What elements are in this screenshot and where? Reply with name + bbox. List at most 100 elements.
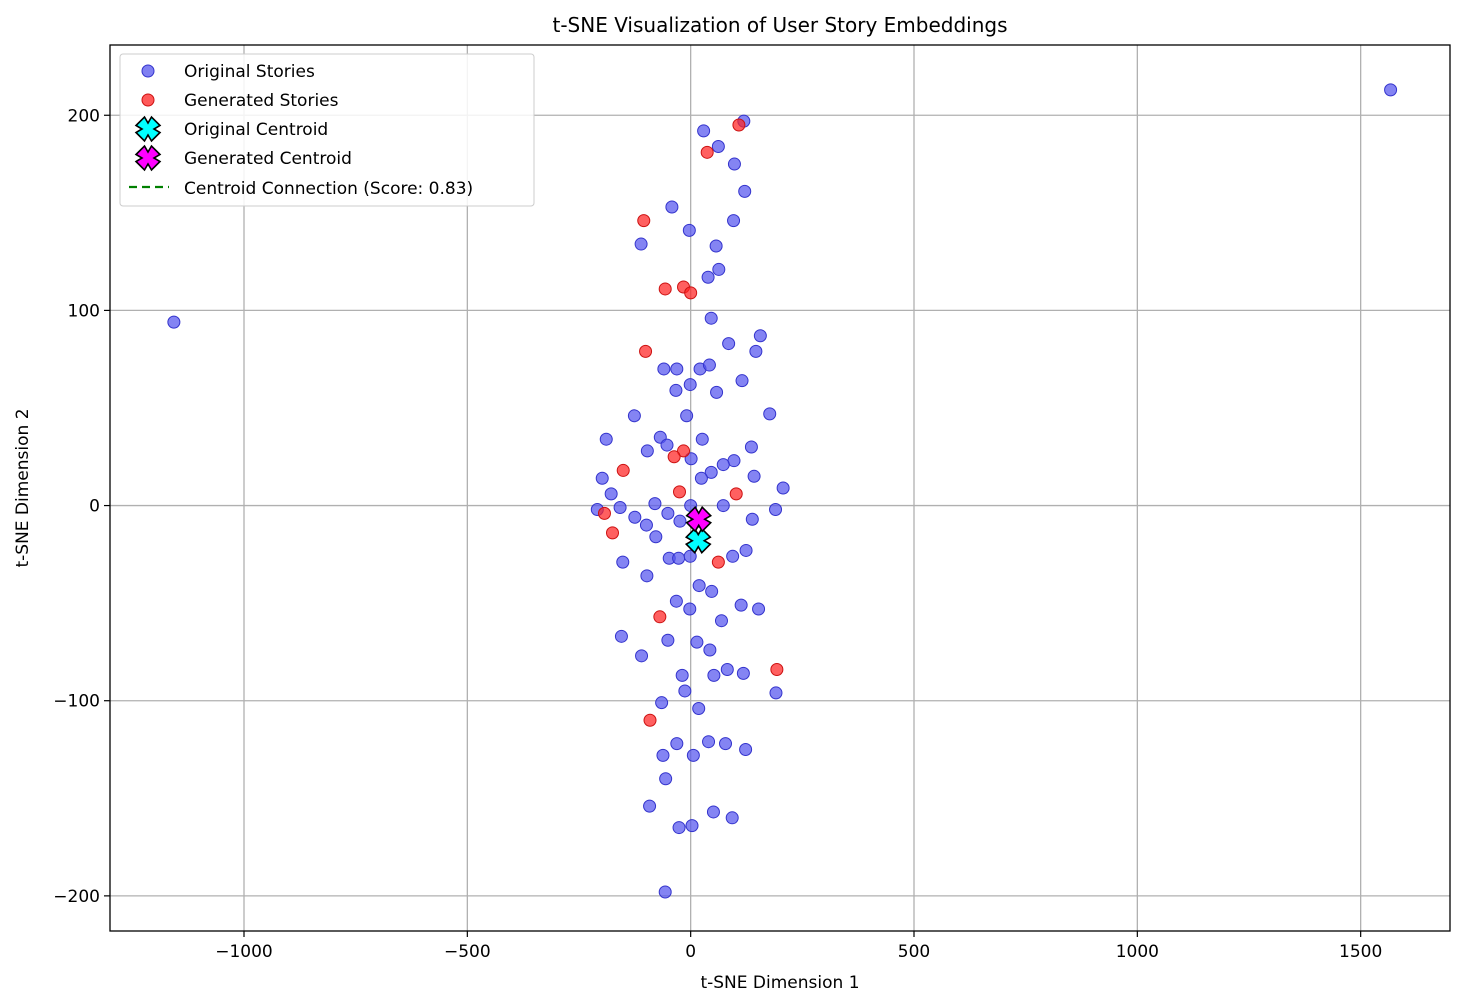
original-stories-point xyxy=(727,454,741,468)
x-tick-label: 0 xyxy=(685,942,696,962)
original-stories-point xyxy=(670,737,684,751)
generated-stories-point xyxy=(684,286,698,300)
original-stories-point xyxy=(736,666,750,680)
original-stories-point xyxy=(692,702,706,716)
legend-marker-generated-centroid xyxy=(134,144,162,172)
generated-stories-point xyxy=(677,444,691,458)
y-tick-label: −200 xyxy=(53,887,100,907)
original-stories-point xyxy=(683,549,697,563)
centroid-markers-layer xyxy=(684,505,713,554)
generated-stories-point xyxy=(729,487,743,501)
original-stories-point xyxy=(640,444,654,458)
original-stories-point xyxy=(685,819,699,833)
original-stories-point xyxy=(595,471,609,485)
original-stories-point xyxy=(747,469,761,483)
original-stories-point xyxy=(643,799,657,813)
original-stories-point xyxy=(727,157,741,171)
plot-frame xyxy=(109,44,1451,932)
original-stories-point xyxy=(658,885,672,899)
original-stories-point xyxy=(1384,83,1398,97)
original-stories-point xyxy=(599,432,613,446)
original-stories-point xyxy=(709,239,723,253)
original-stories-point xyxy=(661,633,675,647)
original-stories-point xyxy=(703,643,717,657)
original-stories-point xyxy=(702,358,716,372)
x-tick-label: −1000 xyxy=(215,942,273,962)
original-stories-point xyxy=(725,811,739,825)
generated-stories-point xyxy=(606,526,619,540)
original-stories-point xyxy=(672,551,686,565)
original-stories-point xyxy=(735,374,749,388)
generated-stories-point xyxy=(643,713,657,727)
x-tick-label: −500 xyxy=(444,942,491,962)
original-stories-point xyxy=(684,452,698,466)
y-tick-label: 200 xyxy=(68,106,100,126)
x-axis-label: t-SNE Dimension 1 xyxy=(700,973,859,993)
original-stories-point xyxy=(657,362,671,376)
legend-marker-generated-stories xyxy=(141,93,155,107)
original-stories-point xyxy=(727,214,741,228)
original-stories-point xyxy=(745,512,759,526)
original-stories-point xyxy=(769,686,783,700)
legend-marker-original-centroid xyxy=(134,115,162,143)
original-stories-point xyxy=(648,497,662,511)
original-stories-point xyxy=(705,584,719,598)
x-tick-label: 1000 xyxy=(1116,942,1159,962)
original-stories-point xyxy=(739,743,753,757)
original-stories-point xyxy=(739,543,753,557)
original-stories-point xyxy=(665,200,679,214)
original-stories-point xyxy=(614,629,628,643)
original-stories-point xyxy=(710,385,724,399)
original-stories-point xyxy=(640,569,654,583)
original-stories-point xyxy=(680,409,694,423)
original-stories-point xyxy=(763,407,777,421)
original-stories-point xyxy=(712,262,726,276)
original-stories-point xyxy=(683,602,697,616)
original-stories-point xyxy=(167,315,181,329)
data-points-layer xyxy=(167,83,1398,899)
generated-centroid-marker xyxy=(685,505,713,533)
original-stories-point xyxy=(682,223,696,237)
generated-stories-point xyxy=(597,506,611,520)
original-stories-point xyxy=(697,124,711,138)
original-stories-point xyxy=(776,481,790,495)
y-tick-label: 0 xyxy=(89,497,100,517)
legend-label-generated-centroid: Generated Centroid xyxy=(184,149,352,169)
legend: Original Stories Generated Stories Origi… xyxy=(119,53,535,207)
original-stories-point xyxy=(686,748,700,762)
original-stories-point xyxy=(672,821,686,835)
generated-stories-point xyxy=(673,485,686,499)
generated-stories-point xyxy=(732,118,746,132)
original-stories-point xyxy=(660,438,674,452)
original-stories-point xyxy=(722,337,736,351)
generated-stories-point xyxy=(637,214,651,228)
original-stories-point xyxy=(690,635,704,649)
original-stories-point xyxy=(692,579,706,593)
original-stories-point xyxy=(669,594,683,608)
legend-label-original-centroid: Original Centroid xyxy=(184,120,328,140)
legend-label-centroid-connection: Centroid Connection (Score: 0.83) xyxy=(184,179,473,199)
original-stories-point xyxy=(720,662,734,676)
original-stories-point xyxy=(655,696,669,710)
original-stories-point xyxy=(707,668,721,682)
original-stories-point xyxy=(719,737,733,751)
original-stories-point xyxy=(752,602,766,616)
original-stories-point xyxy=(726,549,740,563)
original-stories-point xyxy=(711,139,725,153)
generated-stories-point xyxy=(639,344,653,358)
original-stories-point xyxy=(661,506,675,520)
x-axis-ticks: −1000 −500 0 500 1000 1500 xyxy=(215,931,1382,962)
original-stories-point xyxy=(616,555,630,569)
original-stories-point xyxy=(704,311,718,325)
original-stories-point xyxy=(704,465,718,479)
original-stories-point xyxy=(706,805,720,819)
original-stories-point xyxy=(675,668,689,682)
original-stories-point xyxy=(649,530,663,544)
x-tick-label: 1500 xyxy=(1339,942,1382,962)
chart-title: t-SNE Visualization of User Story Embedd… xyxy=(552,13,1007,37)
original-stories-point xyxy=(639,518,653,532)
original-stories-point xyxy=(744,440,758,454)
original-stories-point xyxy=(670,362,684,376)
original-stories-point xyxy=(669,383,683,397)
